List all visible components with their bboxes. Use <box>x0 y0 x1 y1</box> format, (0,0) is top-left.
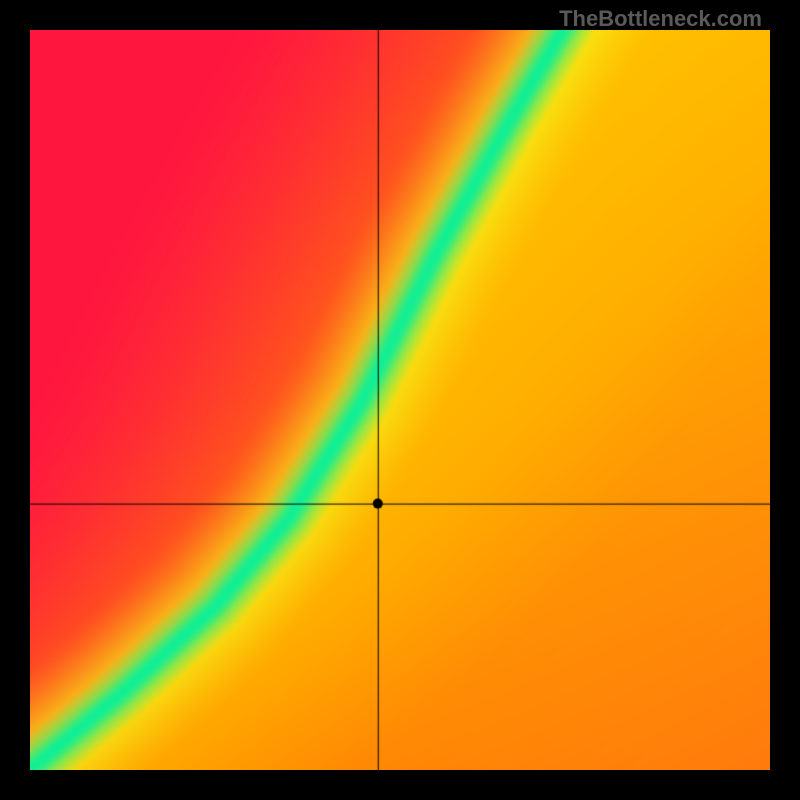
heatmap-canvas <box>30 30 770 770</box>
chart-container: TheBottleneck.com <box>0 0 800 800</box>
watermark-text: TheBottleneck.com <box>559 6 762 32</box>
